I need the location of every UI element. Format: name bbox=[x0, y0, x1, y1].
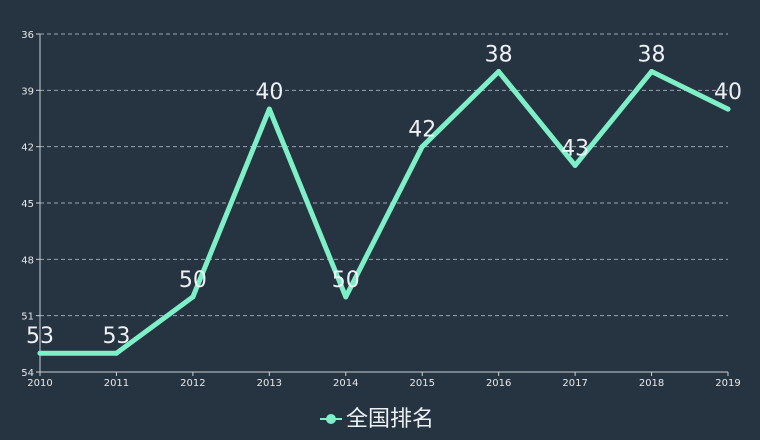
legend-marker-icon bbox=[326, 414, 336, 424]
x-tick-label: 2016 bbox=[486, 378, 511, 389]
y-tick-label: 48 bbox=[21, 255, 34, 266]
series-layer bbox=[37, 69, 731, 356]
legend-label: 全国排名 bbox=[346, 407, 434, 432]
data-point[interactable] bbox=[649, 69, 655, 75]
data-point[interactable] bbox=[37, 350, 43, 356]
x-tick-label: 2012 bbox=[180, 378, 205, 389]
data-label: 53 bbox=[102, 324, 130, 349]
data-label: 40 bbox=[714, 80, 742, 105]
x-tick-label: 2019 bbox=[715, 378, 740, 389]
data-label: 50 bbox=[332, 268, 360, 293]
x-tick-label: 2014 bbox=[333, 378, 358, 389]
data-label: 38 bbox=[485, 43, 513, 68]
legend[interactable]: 全国排名 bbox=[320, 407, 434, 432]
y-tick-label: 42 bbox=[21, 143, 34, 154]
y-tick-label: 39 bbox=[21, 86, 34, 97]
y-tick-label: 36 bbox=[21, 30, 34, 41]
x-tick-label: 2015 bbox=[409, 378, 434, 389]
x-tick-label: 2011 bbox=[104, 378, 129, 389]
x-tick-label: 2013 bbox=[257, 378, 282, 389]
series-line bbox=[37, 69, 731, 356]
x-tick-label: 2017 bbox=[562, 378, 587, 389]
data-labels: 53 53 50 40 50 42 38 43 38 40 bbox=[26, 43, 742, 350]
y-tick-label: 45 bbox=[21, 199, 34, 210]
data-label: 50 bbox=[179, 268, 207, 293]
data-label: 42 bbox=[408, 118, 436, 143]
y-tick-label: 54 bbox=[21, 368, 34, 379]
x-tick-label: 2010 bbox=[27, 378, 52, 389]
data-point[interactable] bbox=[266, 106, 272, 112]
grid-lines bbox=[40, 33, 728, 317]
data-label: 40 bbox=[255, 80, 283, 105]
data-point[interactable] bbox=[190, 294, 196, 300]
data-point[interactable] bbox=[496, 69, 502, 75]
data-point[interactable] bbox=[343, 294, 349, 300]
data-point[interactable] bbox=[572, 162, 578, 168]
data-label: 43 bbox=[561, 136, 589, 161]
data-label: 53 bbox=[26, 324, 54, 349]
data-point[interactable] bbox=[725, 106, 731, 112]
data-point[interactable] bbox=[113, 350, 119, 356]
data-label: 38 bbox=[638, 43, 666, 68]
y-tick-label: 51 bbox=[21, 312, 34, 323]
x-tick-label: 2018 bbox=[639, 378, 664, 389]
data-point[interactable] bbox=[419, 144, 425, 150]
